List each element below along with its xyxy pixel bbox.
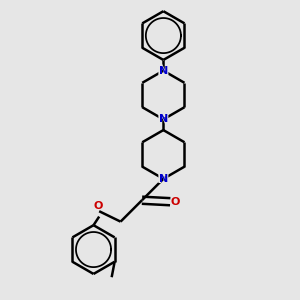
Text: N: N [157, 171, 170, 186]
Text: N: N [159, 174, 168, 184]
Text: O: O [92, 198, 105, 213]
Text: O: O [171, 197, 180, 207]
Text: N: N [157, 112, 170, 127]
Text: O: O [169, 194, 182, 209]
Text: N: N [159, 114, 168, 124]
Text: O: O [94, 201, 103, 211]
Text: N: N [159, 66, 168, 76]
Text: N: N [157, 63, 170, 78]
